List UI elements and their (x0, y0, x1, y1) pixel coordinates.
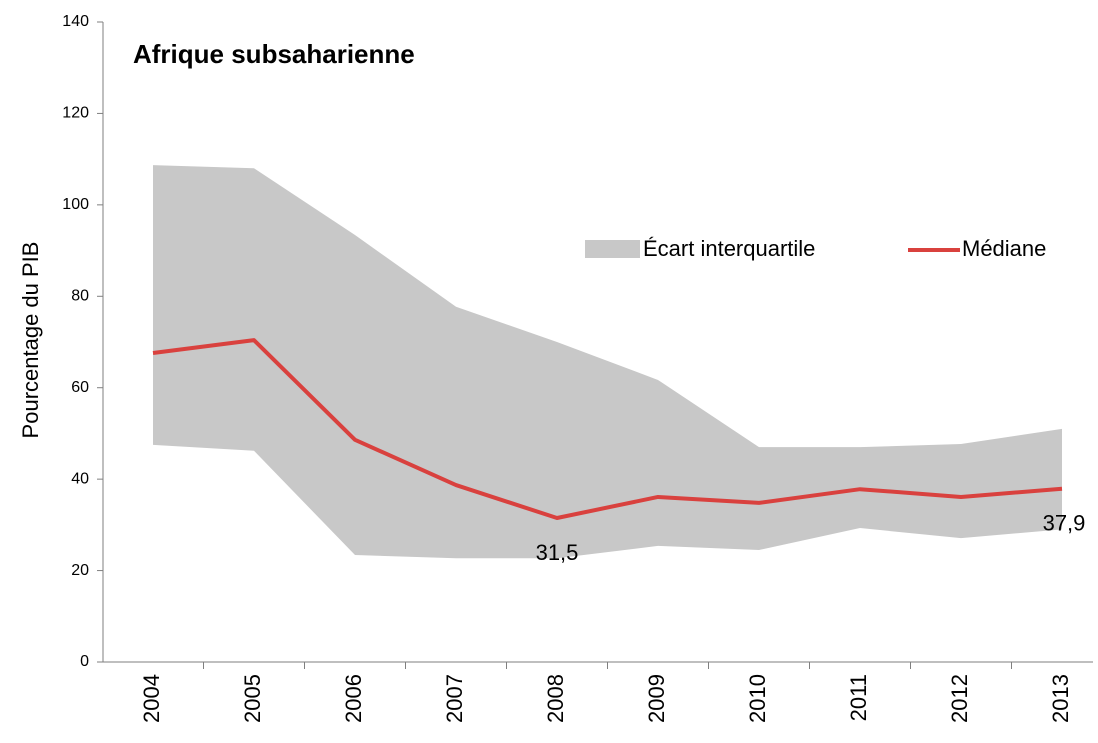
y-tick-label: 20 (71, 562, 89, 579)
x-tick-label: 2008 (543, 674, 568, 723)
y-axis-label: Pourcentage du PIB (18, 242, 43, 439)
x-tick-label: 2009 (644, 674, 669, 723)
y-tick-label: 100 (62, 196, 89, 213)
y-tick-label: 0 (80, 653, 89, 670)
value-label: 37,9 (1043, 511, 1086, 536)
y-tick-label: 120 (62, 105, 89, 122)
y-tick-label: 140 (62, 13, 89, 30)
y-tick-label: 40 (71, 470, 89, 487)
chart-title: Afrique subsaharienne (133, 39, 415, 69)
y-tick-label: 80 (71, 288, 89, 305)
x-tick-label: 2004 (139, 674, 164, 723)
y-tick-label: 60 (71, 379, 89, 396)
median-line (152, 338, 1063, 520)
legend-label: Médiane (962, 236, 1046, 261)
x-tick-label: 2013 (1048, 674, 1073, 723)
x-tick-label: 2012 (947, 674, 972, 723)
legend-label: Écart interquartile (643, 236, 815, 261)
band-area (153, 165, 1062, 559)
value-label: 31,5 (536, 540, 579, 565)
x-tick-label: 2007 (442, 674, 467, 723)
x-tick-label: 2010 (745, 674, 770, 723)
legend-swatch (585, 240, 640, 258)
x-tick-label: 2011 (846, 674, 871, 721)
x-tick-label: 2006 (341, 674, 366, 723)
x-tick-label: 2005 (240, 674, 265, 723)
